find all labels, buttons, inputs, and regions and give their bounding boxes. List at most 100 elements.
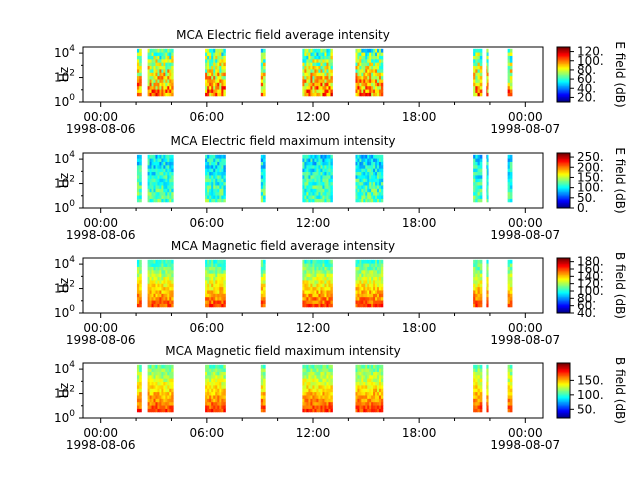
spectrogram-cell [357,398,360,403]
spectrogram-cell [260,52,264,56]
spectrogram-cell [260,154,264,159]
spectrogram-cell [308,371,311,376]
spectrogram-cell [369,276,372,281]
spectrogram-cell [509,388,513,393]
spectrogram-cell [302,175,305,179]
colorbar-step [557,92,570,95]
spectrogram-cell [371,296,374,301]
spectrogram-cell [165,58,168,63]
spectrogram-cell [318,161,321,166]
spectrogram-cell [211,181,214,186]
spectrogram-cell [151,286,154,291]
spectrogram-cell [318,290,321,294]
spectrogram-cell [479,65,483,70]
spectrogram-cell [147,52,150,56]
spectrogram-cell [363,178,366,183]
spectrogram-cell [314,55,317,60]
spectrogram-cell [363,259,366,264]
colorbar-step [557,307,570,310]
spectrogram-cell [157,293,160,298]
spectrogram-cell [377,48,380,53]
spectrogram-cell [139,75,142,80]
colorbar-step [557,81,570,84]
spectrogram-cell [153,280,156,284]
spectrogram-cell [377,391,380,396]
spectrogram-cell [373,293,376,298]
colorbar-tick-label: 20. [577,90,596,104]
spectrogram-cell [147,168,150,173]
spectrogram-cell [159,401,162,406]
spectrogram-cell [378,368,382,372]
colorbar-step [557,177,570,180]
spectrogram-cell [371,385,374,389]
spectrogram-cell [163,181,166,186]
spectrogram-cell [213,283,216,288]
spectrogram-cell [373,263,376,267]
spectrogram-cell [359,374,362,379]
spectrogram-cell [149,374,152,379]
spectrogram-cell [318,378,321,383]
spectrogram-cell [318,374,321,379]
spectrogram-cell [316,388,319,393]
spectrogram-cell [169,276,172,281]
spectrogram-cell [365,72,368,77]
spectrogram-cell [211,85,214,90]
colorbar-step [557,308,570,311]
spectrogram-cell [314,85,317,90]
spectrogram-cell [367,293,370,298]
spectrogram-cell [324,72,327,77]
spectrogram-cell [314,269,317,274]
spectrogram-cell [263,58,266,63]
spectrogram-cell [263,381,266,386]
spectrogram-cell [487,290,489,294]
spectrogram-cell [165,283,168,288]
spectrogram-cell [304,85,307,90]
spectrogram-cell [328,65,331,70]
spectrogram-cell [221,263,224,267]
spectrogram-cell [310,388,313,393]
spectrogram-cell [326,391,329,396]
spectrogram-cell [369,290,372,294]
spectrogram-cell [260,374,264,379]
spectrogram-cell [169,195,172,199]
spectrogram-cell [314,300,317,304]
spectrogram-cell [316,280,319,284]
spectrogram-cell [205,296,208,301]
spectrogram-cell [361,286,364,291]
spectrogram-cell [507,154,511,159]
spectrogram-cell [171,385,174,389]
spectrogram-cell [475,300,478,304]
spectrogram-cell [207,154,210,159]
spectrogram-cell [314,65,317,70]
spectrogram-cell [361,276,364,281]
spectrogram-cell [139,85,142,90]
spectrogram-cell [363,405,366,409]
spectrogram-cell [163,188,166,193]
spectrogram-cell [169,290,172,294]
spectrogram-cell [306,303,309,308]
spectrogram-cell [326,89,329,93]
spectrogram-cell [380,69,384,73]
spectrogram-cell [163,62,166,67]
spectrogram-cell [507,55,511,60]
spectrogram-cell [171,52,174,56]
spectrogram-cell [367,195,370,199]
spectrogram-cell [221,164,224,169]
spectrogram-cell [310,286,313,291]
spectrogram-cell [304,303,307,308]
spectrogram-cell [217,259,220,264]
spectrogram-cell [378,381,382,386]
spectrogram-cell [320,385,323,389]
spectrogram-cell [155,89,158,93]
spectrogram-cell [155,178,158,183]
spectrogram-cell [221,371,224,376]
y-axis-label: Hz [57,173,71,188]
spectrogram-cell [330,280,333,284]
spectrogram-cell [487,296,489,301]
spectrogram-cell [159,158,162,162]
spectrogram-cell [136,378,140,383]
spectrogram-cell [475,52,478,56]
spectrogram-cell [507,296,511,301]
spectrogram-cell [355,388,358,393]
spectrogram-cell [149,161,152,166]
